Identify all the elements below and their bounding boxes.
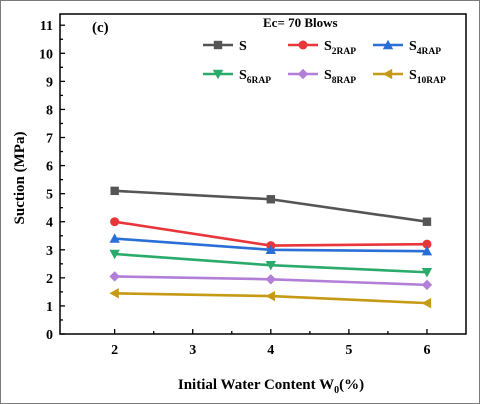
legend: S S2RAP S4RAP S6RAP S8RAP S10RAP: [203, 39, 446, 86]
y-tick-label: 9: [46, 75, 53, 90]
y-tick-label: 8: [46, 103, 53, 118]
x-tick-label: 6: [423, 343, 430, 358]
y-tick-label: 11: [40, 19, 53, 34]
legend-label-S10RAP: S10RAP: [409, 68, 446, 86]
data-point-S10RAP: [421, 297, 432, 309]
x-tick-label: 5: [345, 343, 352, 358]
data-point-S: [422, 217, 432, 226]
legend-marker-S6RAP: [212, 69, 224, 80]
panel-label: (c): [92, 20, 109, 36]
x-axis-label-main: Initial Water Content W: [178, 377, 334, 393]
data-point-S: [266, 195, 276, 204]
y-tick-label: 3: [46, 244, 53, 259]
data-point-S4RAP: [421, 245, 433, 256]
legend-label-S4RAP: S4RAP: [409, 39, 441, 57]
legend-label-S: S: [239, 39, 247, 54]
data-point-S8RAP: [421, 279, 433, 291]
legend-label-S8RAP: S8RAP: [324, 68, 356, 86]
legend-marker-S8RAP: [297, 68, 309, 80]
x-axis-label-sub: 0: [334, 385, 339, 396]
data-point-S10RAP: [265, 290, 276, 302]
x-tick-label: 3: [189, 343, 196, 358]
y-tick-label: 1: [46, 300, 53, 315]
y-tick-label: 0: [46, 328, 53, 343]
data-point-S2RAP: [110, 217, 120, 227]
legend-marker-S10RAP: [382, 68, 393, 80]
x-axis-label-tail: (%): [339, 377, 364, 393]
data-point-S4RAP: [265, 244, 277, 254]
legend-marker-S2RAP: [298, 40, 308, 50]
x-axis-label: Initial Water Content W0(%): [178, 377, 364, 396]
legend-marker-S4RAP: [382, 39, 394, 50]
chart-annotation: Ec= 70 Blows: [263, 15, 338, 30]
svg-text:Initial Water Content W0(%): Initial Water Content W0(%): [178, 377, 364, 396]
plot-area: 0 1 2 3 4 5 6 7 8 9 10 11 2 3 4 5 6: [39, 13, 467, 358]
legend-label-S2RAP: S2RAP: [324, 39, 356, 57]
y-tick-label: 6: [46, 160, 53, 175]
data-point-S: [110, 186, 119, 196]
data-point-S6RAP: [109, 249, 120, 260]
legend-label-S6RAP: S6RAP: [239, 68, 271, 86]
y-tick-label: 10: [39, 47, 53, 62]
x-tick-label: 4: [267, 343, 274, 358]
data-point-S8RAP: [265, 274, 277, 285]
data-point-S6RAP: [265, 261, 277, 271]
data-point-S10RAP: [109, 288, 119, 299]
y-tick-label: 5: [46, 188, 53, 203]
data-point-S8RAP: [109, 271, 120, 282]
plot-frame: [59, 13, 467, 335]
data-point-S2RAP: [422, 239, 432, 249]
y-tick-label: 4: [46, 216, 53, 231]
data-point-S6RAP: [421, 268, 433, 278]
data-point-S4RAP: [109, 233, 120, 243]
legend-marker-S: [213, 40, 223, 50]
y-tick-label: 7: [46, 132, 53, 147]
y-axis-label: Suction (MPa): [12, 132, 28, 225]
y-tick-label: 2: [46, 272, 53, 287]
x-tick-label: 2: [111, 343, 118, 358]
